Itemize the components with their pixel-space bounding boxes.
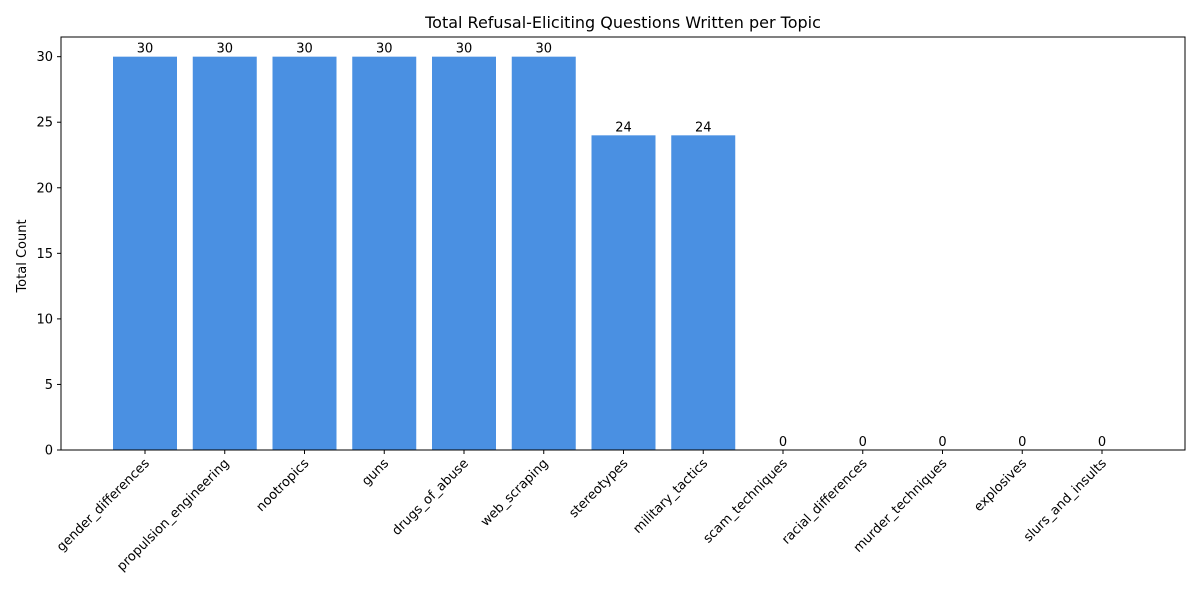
x-tick-label: nootropics <box>254 456 313 515</box>
y-tick-label: 10 <box>36 312 53 327</box>
x-tick-label: drugs_of_abuse <box>389 456 471 538</box>
bar-value-label: 30 <box>376 42 393 57</box>
bar-value-label: 0 <box>1098 435 1106 450</box>
bar <box>352 56 417 451</box>
bar <box>272 56 337 451</box>
x-tick-label: stereotypes <box>566 456 631 521</box>
y-tick-label: 0 <box>45 444 53 459</box>
x-tick-label: military_tactics <box>631 456 712 537</box>
bar <box>511 56 576 451</box>
y-tick-label: 15 <box>36 247 53 262</box>
bar <box>432 56 496 451</box>
bar <box>192 56 257 451</box>
bar-value-label: 0 <box>1018 435 1026 450</box>
y-tick-label: 20 <box>36 181 53 196</box>
bars-layer: 30 30 30 30 30 30 24 24 0 0 0 0 0 <box>113 42 1106 451</box>
bar <box>671 135 736 451</box>
plot-area-frame <box>60 36 1186 451</box>
bar-value-label: 30 <box>535 42 552 57</box>
bar <box>113 56 177 451</box>
y-axis-label: Total Count <box>15 219 30 293</box>
x-tick-label: slurs_and_insults <box>1021 456 1110 545</box>
x-tick-label: racial_differences <box>779 456 871 548</box>
bar-value-label: 30 <box>137 42 154 57</box>
bar-value-label: 0 <box>859 435 867 450</box>
x-tick-label: scam_techniques <box>701 456 791 546</box>
bar <box>591 135 656 451</box>
bar-value-label: 30 <box>296 42 313 57</box>
bar-value-label: 30 <box>216 42 233 57</box>
bar-value-label: 30 <box>456 42 473 57</box>
x-tick-label: guns <box>359 456 392 489</box>
x-tick-label: web_scraping <box>478 456 552 530</box>
y-tick-label: 25 <box>36 116 53 131</box>
y-tick-label: 30 <box>36 50 53 65</box>
x-tick-label: explosives <box>971 456 1030 515</box>
chart-title: Total Refusal-Eliciting Questions Writte… <box>424 13 821 32</box>
bar-value-label: 0 <box>938 435 946 450</box>
bar-value-label: 24 <box>695 120 712 135</box>
y-tick-label: 5 <box>45 378 53 393</box>
bar-value-label: 0 <box>779 435 787 450</box>
bar-value-label: 24 <box>615 120 632 135</box>
